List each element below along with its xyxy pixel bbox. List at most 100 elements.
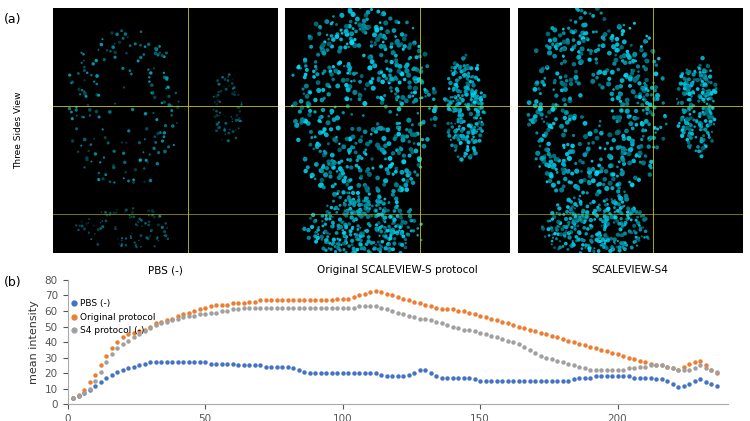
- Point: [316, 129, 328, 136]
- Point: [472, 101, 484, 107]
- Point: [362, 141, 374, 147]
- Point: [597, 218, 609, 225]
- Point: [354, 3, 366, 10]
- Point: [544, 153, 556, 160]
- Point: [465, 111, 477, 117]
- Point: [592, 248, 604, 255]
- Point: [364, 250, 376, 256]
- Point: [470, 87, 482, 94]
- Point: [382, 2, 394, 9]
- Point: [596, 130, 608, 136]
- Point: [308, 74, 320, 80]
- Point: [383, 199, 395, 206]
- Point: [333, 69, 345, 76]
- Point: [358, 100, 370, 107]
- Point: [401, 67, 413, 74]
- Point: [446, 67, 458, 74]
- Point: [130, 166, 142, 173]
- Point: [587, 165, 599, 172]
- Point: [372, 246, 384, 253]
- Point: [419, 51, 431, 58]
- Point: [388, 240, 400, 247]
- S4 protocol (-): [289, 305, 298, 310]
- Point: [628, 158, 640, 165]
- Point: [628, 115, 640, 121]
- Point: [338, 246, 350, 253]
- Point: [657, 136, 669, 142]
- Point: [223, 130, 235, 136]
- Point: [326, 152, 338, 158]
- Point: [475, 96, 487, 103]
- Point: [383, 164, 395, 171]
- Point: [552, 223, 564, 229]
- Point: [471, 128, 483, 135]
- Point: [130, 242, 142, 249]
- Point: [614, 244, 626, 250]
- Point: [419, 86, 430, 93]
- Point: [300, 83, 312, 89]
- Point: [694, 76, 706, 83]
- Point: [578, 208, 590, 214]
- Point: [710, 89, 722, 96]
- Point: [139, 43, 151, 50]
- Point: [384, 213, 396, 220]
- Point: [214, 109, 226, 116]
- Point: [346, 78, 358, 85]
- Point: [370, 128, 382, 135]
- Point: [574, 199, 586, 205]
- Point: [628, 67, 640, 74]
- Point: [558, 183, 570, 190]
- Point: [683, 85, 695, 91]
- Point: [77, 51, 89, 58]
- Point: [620, 72, 632, 78]
- Point: [341, 31, 353, 38]
- Point: [672, 123, 684, 129]
- Point: [385, 230, 397, 237]
- Point: [573, 48, 585, 55]
- Point: [371, 185, 383, 192]
- Point: [621, 48, 633, 55]
- Point: [594, 238, 606, 245]
- Point: [146, 90, 158, 96]
- Point: [546, 241, 558, 248]
- Point: [168, 141, 180, 148]
- Point: [705, 90, 717, 96]
- Point: [299, 56, 311, 63]
- Point: [466, 92, 478, 99]
- Point: [698, 68, 710, 75]
- Point: [684, 111, 696, 117]
- Point: [467, 100, 479, 107]
- Point: [454, 100, 466, 107]
- Point: [312, 231, 324, 238]
- Point: [463, 86, 475, 93]
- Point: [632, 76, 644, 83]
- Point: [333, 160, 345, 166]
- Point: [638, 216, 650, 223]
- Point: [570, 233, 582, 240]
- Point: [550, 45, 562, 52]
- S4 protocol (-): [68, 395, 77, 400]
- Point: [684, 96, 696, 103]
- Point: [160, 232, 172, 239]
- Point: [616, 199, 628, 205]
- Point: [326, 43, 338, 50]
- Point: [558, 170, 570, 176]
- Point: [416, 64, 428, 71]
- Point: [346, 226, 358, 232]
- Point: [472, 95, 484, 102]
- Point: [531, 79, 543, 86]
- Point: [335, 27, 347, 34]
- Point: [320, 237, 332, 243]
- Point: [322, 210, 334, 216]
- Point: [337, 227, 349, 234]
- Point: [142, 207, 154, 214]
- Point: [120, 169, 132, 176]
- Point: [359, 205, 371, 212]
- Point: [359, 182, 371, 189]
- Point: [349, 89, 361, 96]
- Point: [370, 24, 382, 31]
- Point: [556, 80, 568, 86]
- Point: [548, 152, 560, 159]
- Point: [388, 216, 400, 222]
- Point: [340, 224, 352, 231]
